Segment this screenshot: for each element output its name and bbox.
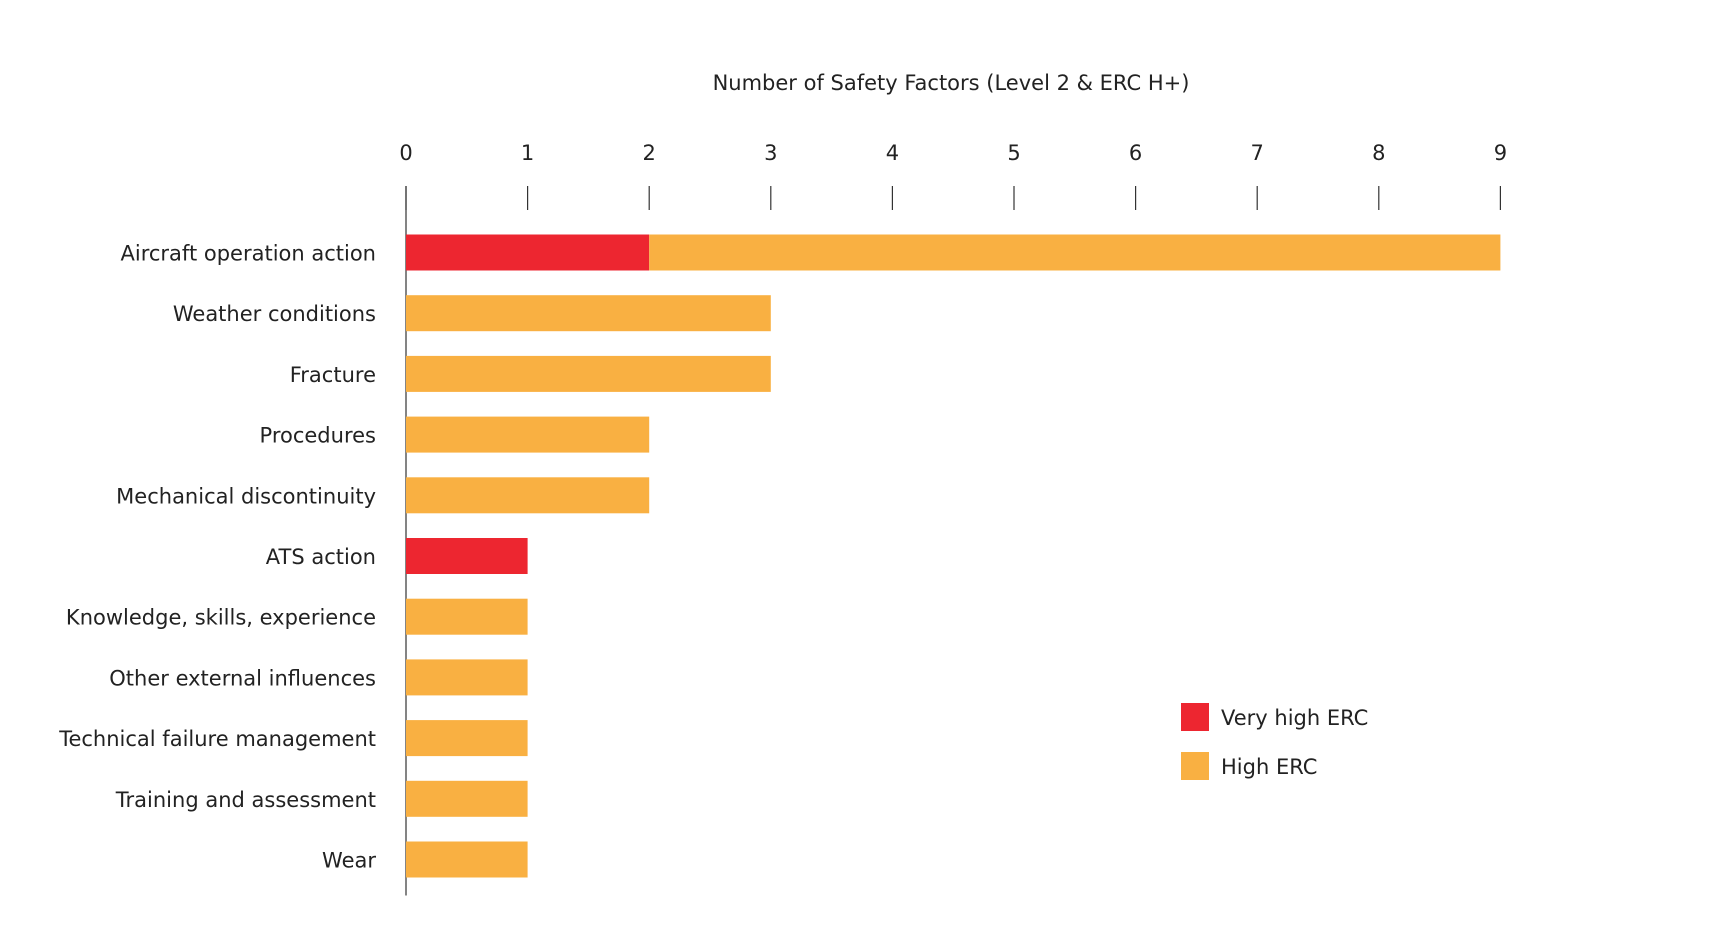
bar-segment [406, 416, 650, 453]
category-label: ATS action [266, 545, 376, 569]
x-tick-label: 9 [1494, 141, 1507, 165]
category-label: Knowledge, skills, experience [66, 606, 376, 630]
bar-segment [406, 477, 650, 514]
legend-swatch [1181, 752, 1209, 780]
bar-segment [406, 355, 771, 392]
x-tick-label: 4 [886, 141, 899, 165]
bar-segment [406, 598, 528, 635]
legend: Very high ERC High ERC [1181, 703, 1368, 780]
bar-segment [406, 780, 528, 817]
bars [406, 234, 1501, 878]
bar-segment [406, 720, 528, 757]
category-label: Technical failure management [58, 727, 376, 751]
bar-segment [649, 234, 1501, 271]
x-tick-label: 2 [643, 141, 656, 165]
bar-segment [406, 841, 528, 878]
category-label: Other external influences [109, 666, 376, 690]
x-tick-label: 6 [1129, 141, 1142, 165]
x-tick-label: 7 [1251, 141, 1264, 165]
x-tick-label: 3 [764, 141, 777, 165]
category-label: Fracture [290, 363, 376, 387]
bar-segment [406, 659, 528, 696]
category-label: Wear [322, 849, 376, 873]
x-tick-label: 1 [521, 141, 534, 165]
category-label: Weather conditions [173, 302, 376, 326]
legend-label: Very high ERC [1221, 706, 1368, 730]
category-label: Training and assessment [115, 788, 376, 812]
x-tick-label: 0 [399, 141, 412, 165]
bar-segment [406, 538, 528, 574]
category-label: Procedures [260, 424, 376, 448]
bar-segment [406, 295, 771, 332]
bar-segment [406, 234, 650, 271]
legend-swatch [1181, 703, 1209, 731]
legend-label: High ERC [1221, 755, 1317, 779]
x-tick-label: 5 [1007, 141, 1020, 165]
category-labels: Aircraft operation action Weather conditi… [58, 242, 376, 873]
x-axis: 0 1 2 3 4 5 6 7 8 9 [399, 141, 1507, 896]
category-label: Aircraft operation action [121, 242, 377, 266]
chart-title: Number of Safety Factors (Level 2 & ERC … [713, 71, 1190, 95]
x-tick-label: 8 [1372, 141, 1385, 165]
category-label: Mechanical discontinuity [116, 484, 376, 508]
